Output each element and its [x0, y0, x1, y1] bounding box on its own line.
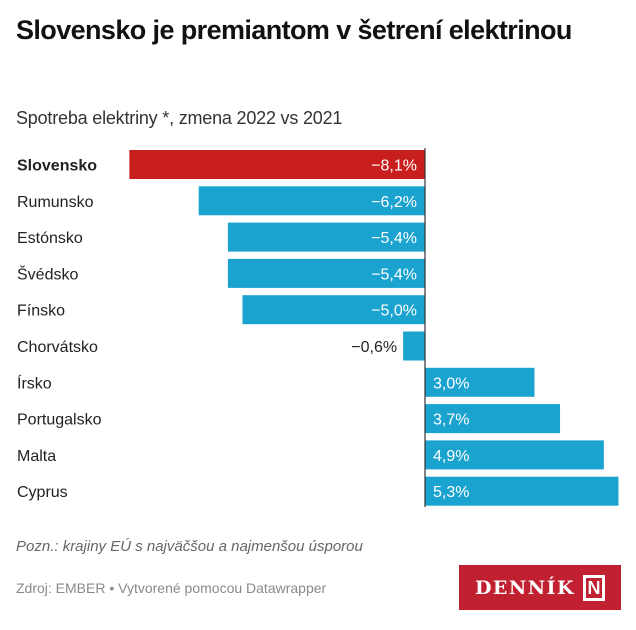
bar-Cyprus — [425, 476, 619, 506]
value-label: 3,0% — [433, 375, 469, 392]
category-label: Írsko — [17, 373, 52, 392]
category-label: Švédsko — [17, 264, 78, 283]
category-label: Cyprus — [17, 484, 68, 501]
value-label: −8,1% — [371, 158, 417, 175]
bar-Chorvátsko — [403, 331, 425, 361]
value-label: 5,3% — [433, 484, 469, 501]
category-label: Fínsko — [17, 303, 65, 320]
dennik-n-logo: DENNÍK N — [459, 565, 621, 610]
category-label: Estónsko — [17, 230, 83, 247]
category-label: Rumunsko — [17, 194, 94, 211]
bar-Rumunsko — [198, 186, 425, 216]
chart-title: Slovensko je premiantom v šetrení elektr… — [16, 15, 572, 45]
bar-Estónsko — [227, 222, 425, 252]
value-label: 4,9% — [433, 448, 469, 465]
bar-Írsko — [425, 367, 535, 397]
value-label: −5,4% — [371, 230, 417, 247]
category-label: Slovensko — [17, 158, 97, 175]
bar-chart: Slovensko −8,1% Rumunsko −6,2% Estónsko −5,4%… — [17, 148, 619, 507]
category-label: Chorvátsko — [17, 339, 98, 356]
value-label: −5,0% — [371, 303, 417, 320]
bar-Fínsko — [242, 295, 425, 325]
value-label: 3,7% — [433, 412, 469, 429]
bar-Portugalsko — [425, 404, 561, 434]
category-label: Portugalsko — [17, 412, 102, 429]
category-label: Malta — [17, 448, 56, 465]
chart-source: Zdroj: EMBER • Vytvorené pomocou Datawra… — [16, 580, 327, 596]
chart-subtitle: Spotreba elektriny *, zmena 2022 vs 2021 — [16, 108, 343, 128]
value-label: −0,6% — [351, 339, 397, 356]
value-label: −6,2% — [371, 194, 417, 211]
chart-note: Pozn.: krajiny EÚ s najväčšou a najmenšo… — [16, 538, 363, 555]
bar-Švédsko — [227, 258, 425, 288]
bar-Malta — [425, 440, 604, 470]
bar-Slovensko — [129, 150, 425, 179]
value-label: −5,4% — [371, 266, 417, 283]
